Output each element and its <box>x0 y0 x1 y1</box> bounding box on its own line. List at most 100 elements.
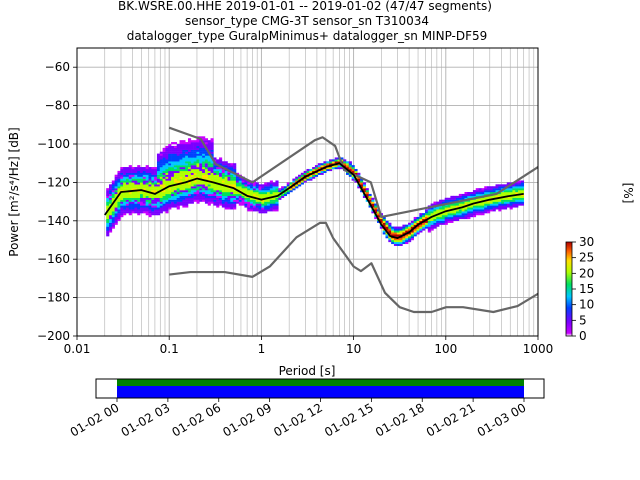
heatmap-cell <box>134 199 138 202</box>
coverage-tick-label: 01-02 18 <box>373 400 427 439</box>
heatmap-cell <box>266 207 271 210</box>
heatmap-cell <box>247 205 251 208</box>
heatmap-cell <box>402 230 406 233</box>
heatmap-cell <box>371 211 375 214</box>
heatmap-cell <box>498 192 502 195</box>
heatmap-cell <box>173 201 178 204</box>
heatmap-cell <box>202 174 206 177</box>
heatmap-cell <box>125 184 130 187</box>
heatmap-cell <box>456 209 460 212</box>
heatmap-cell <box>154 182 158 185</box>
heatmap-cell <box>137 178 141 181</box>
heatmap-cell <box>179 153 183 156</box>
heatmap-cell <box>244 190 248 193</box>
heatmap-cell <box>470 201 474 204</box>
heatmap-cell <box>171 195 175 198</box>
heatmap-cell <box>128 184 132 187</box>
heatmap-cell <box>123 192 127 195</box>
heatmap-cell <box>210 161 214 164</box>
heatmap-cell <box>182 153 186 156</box>
heatmap-cell <box>453 205 457 208</box>
heatmap-cell <box>123 184 127 187</box>
heatmap-cell <box>402 241 406 245</box>
heatmap-cell <box>362 190 367 193</box>
heatmap-cell <box>213 180 217 183</box>
heatmap-cell <box>176 165 180 168</box>
heatmap-cell <box>461 195 465 198</box>
heatmap-cell <box>269 193 273 197</box>
heatmap-cell <box>190 165 194 168</box>
heatmap-cell <box>162 157 166 160</box>
heatmap-cell <box>509 205 513 208</box>
heatmap-cell <box>266 195 271 198</box>
heatmap-cell <box>419 220 423 223</box>
heatmap-cell <box>131 184 135 187</box>
heatmap-cell <box>410 236 414 239</box>
heatmap-cell <box>120 178 124 181</box>
x-tick-label: 0.01 <box>64 342 91 356</box>
heatmap-cell <box>117 178 121 181</box>
heatmap-cell <box>137 211 141 214</box>
heatmap-cell <box>233 197 237 200</box>
heatmap-cell <box>171 197 175 200</box>
heatmap-cell <box>182 186 186 189</box>
heatmap-cell <box>165 176 169 179</box>
heatmap-cell <box>182 205 186 208</box>
heatmap-cell <box>204 192 209 195</box>
heatmap-cell <box>207 163 211 166</box>
heatmap-cell <box>131 197 135 200</box>
heatmap-cell <box>419 230 423 233</box>
heatmap-cell <box>340 157 344 160</box>
heatmap-cell <box>142 207 146 210</box>
heatmap-cell <box>171 203 175 206</box>
heatmap-cell <box>244 205 248 208</box>
heatmap-cell <box>261 193 265 197</box>
heatmap-cell <box>156 165 161 168</box>
heatmap-cell <box>190 168 194 172</box>
heatmap-cell <box>371 197 375 200</box>
heatmap-cell <box>266 182 271 185</box>
heatmap-cell <box>165 193 169 197</box>
heatmap-cell <box>489 186 493 189</box>
heatmap-cell <box>450 207 454 210</box>
heatmap-cell <box>233 186 237 189</box>
heatmap-cell <box>224 178 228 181</box>
heatmap-cell <box>213 199 217 202</box>
heatmap-cell <box>182 190 186 193</box>
heatmap-cell <box>247 199 251 202</box>
heatmap-cell <box>128 211 132 214</box>
heatmap-cell <box>156 188 161 191</box>
heatmap-cell <box>148 167 152 170</box>
heatmap-cell <box>238 193 242 197</box>
heatmap-cell <box>450 199 454 202</box>
heatmap-cell <box>247 197 251 200</box>
heatmap-cell <box>430 211 434 214</box>
heatmap-cell <box>388 236 392 239</box>
heatmap-cell <box>250 201 254 204</box>
heatmap-cell <box>204 142 209 145</box>
heatmap-cell <box>213 188 217 191</box>
heatmap-cell <box>230 207 234 210</box>
heatmap-cell <box>388 224 392 227</box>
heatmap-cell <box>216 167 220 170</box>
heatmap-cell <box>173 199 178 202</box>
heatmap-cell <box>131 201 135 204</box>
heatmap-cell <box>202 165 206 168</box>
heatmap-cell <box>204 195 209 198</box>
heatmap-cell <box>210 144 214 147</box>
heatmap-cell <box>207 142 211 145</box>
heatmap-cell <box>213 176 217 179</box>
heatmap-cell <box>458 205 462 208</box>
heatmap-cell <box>199 170 203 173</box>
heatmap-cell <box>518 186 522 189</box>
heatmap-cell <box>140 207 144 210</box>
heatmap-cell <box>123 205 127 208</box>
heatmap-cell <box>269 207 273 210</box>
heatmap-cell <box>137 180 141 183</box>
heatmap-cell <box>362 195 367 198</box>
heatmap-cell <box>233 192 237 195</box>
heatmap-cell <box>145 186 149 189</box>
heatmap-cell <box>131 170 135 173</box>
heatmap-cell <box>187 190 192 193</box>
heatmap-cell <box>250 192 254 195</box>
